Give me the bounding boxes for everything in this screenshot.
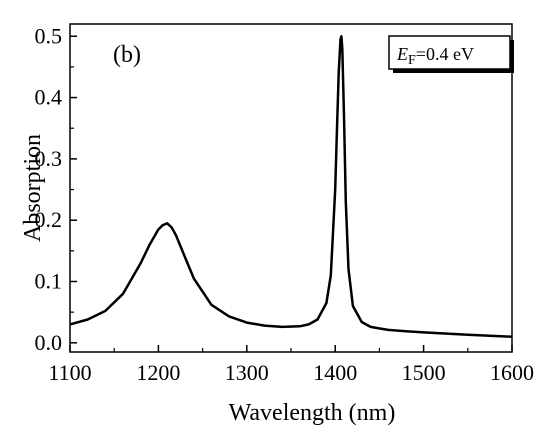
plot-area — [69, 35, 513, 338]
x-tick-label: 1400 — [313, 360, 357, 385]
x-axis-title: Wavelength (nm) — [229, 400, 396, 426]
y-axis: 0.0 0.1 0.2 0.3 0.4 0.5 — [35, 23, 77, 355]
y-tick-label: 0.5 — [35, 23, 63, 48]
x-tick-label: 1200 — [136, 360, 180, 385]
legend-symbol: E — [396, 44, 408, 64]
y-tick-label: 0.4 — [35, 85, 63, 110]
legend-subscript: F — [408, 53, 416, 68]
x-tick-label: 1100 — [48, 360, 91, 385]
x-tick-label: 1500 — [402, 360, 446, 385]
legend-value: =0.4 eV — [416, 44, 474, 64]
y-tick-label: 0.0 — [35, 330, 63, 355]
y-tick-label: 0.2 — [35, 207, 63, 232]
x-tick-label: 1600 — [490, 360, 534, 385]
x-axis: 1100 1200 1300 1400 1500 1600 — [48, 345, 534, 385]
legend-frame — [388, 35, 511, 70]
x-tick-label: 1300 — [225, 360, 269, 385]
absorption-line — [69, 35, 513, 338]
legend-box: EF=0.4 eV — [388, 35, 514, 73]
y-axis-title: Absorption — [20, 134, 46, 242]
y-tick-label: 0.3 — [35, 146, 63, 171]
y-tick-label: 0.1 — [35, 268, 63, 293]
plot-frame — [69, 23, 513, 353]
panel-label: (b) — [113, 42, 141, 68]
legend-label: EF=0.4 eV — [396, 44, 474, 68]
